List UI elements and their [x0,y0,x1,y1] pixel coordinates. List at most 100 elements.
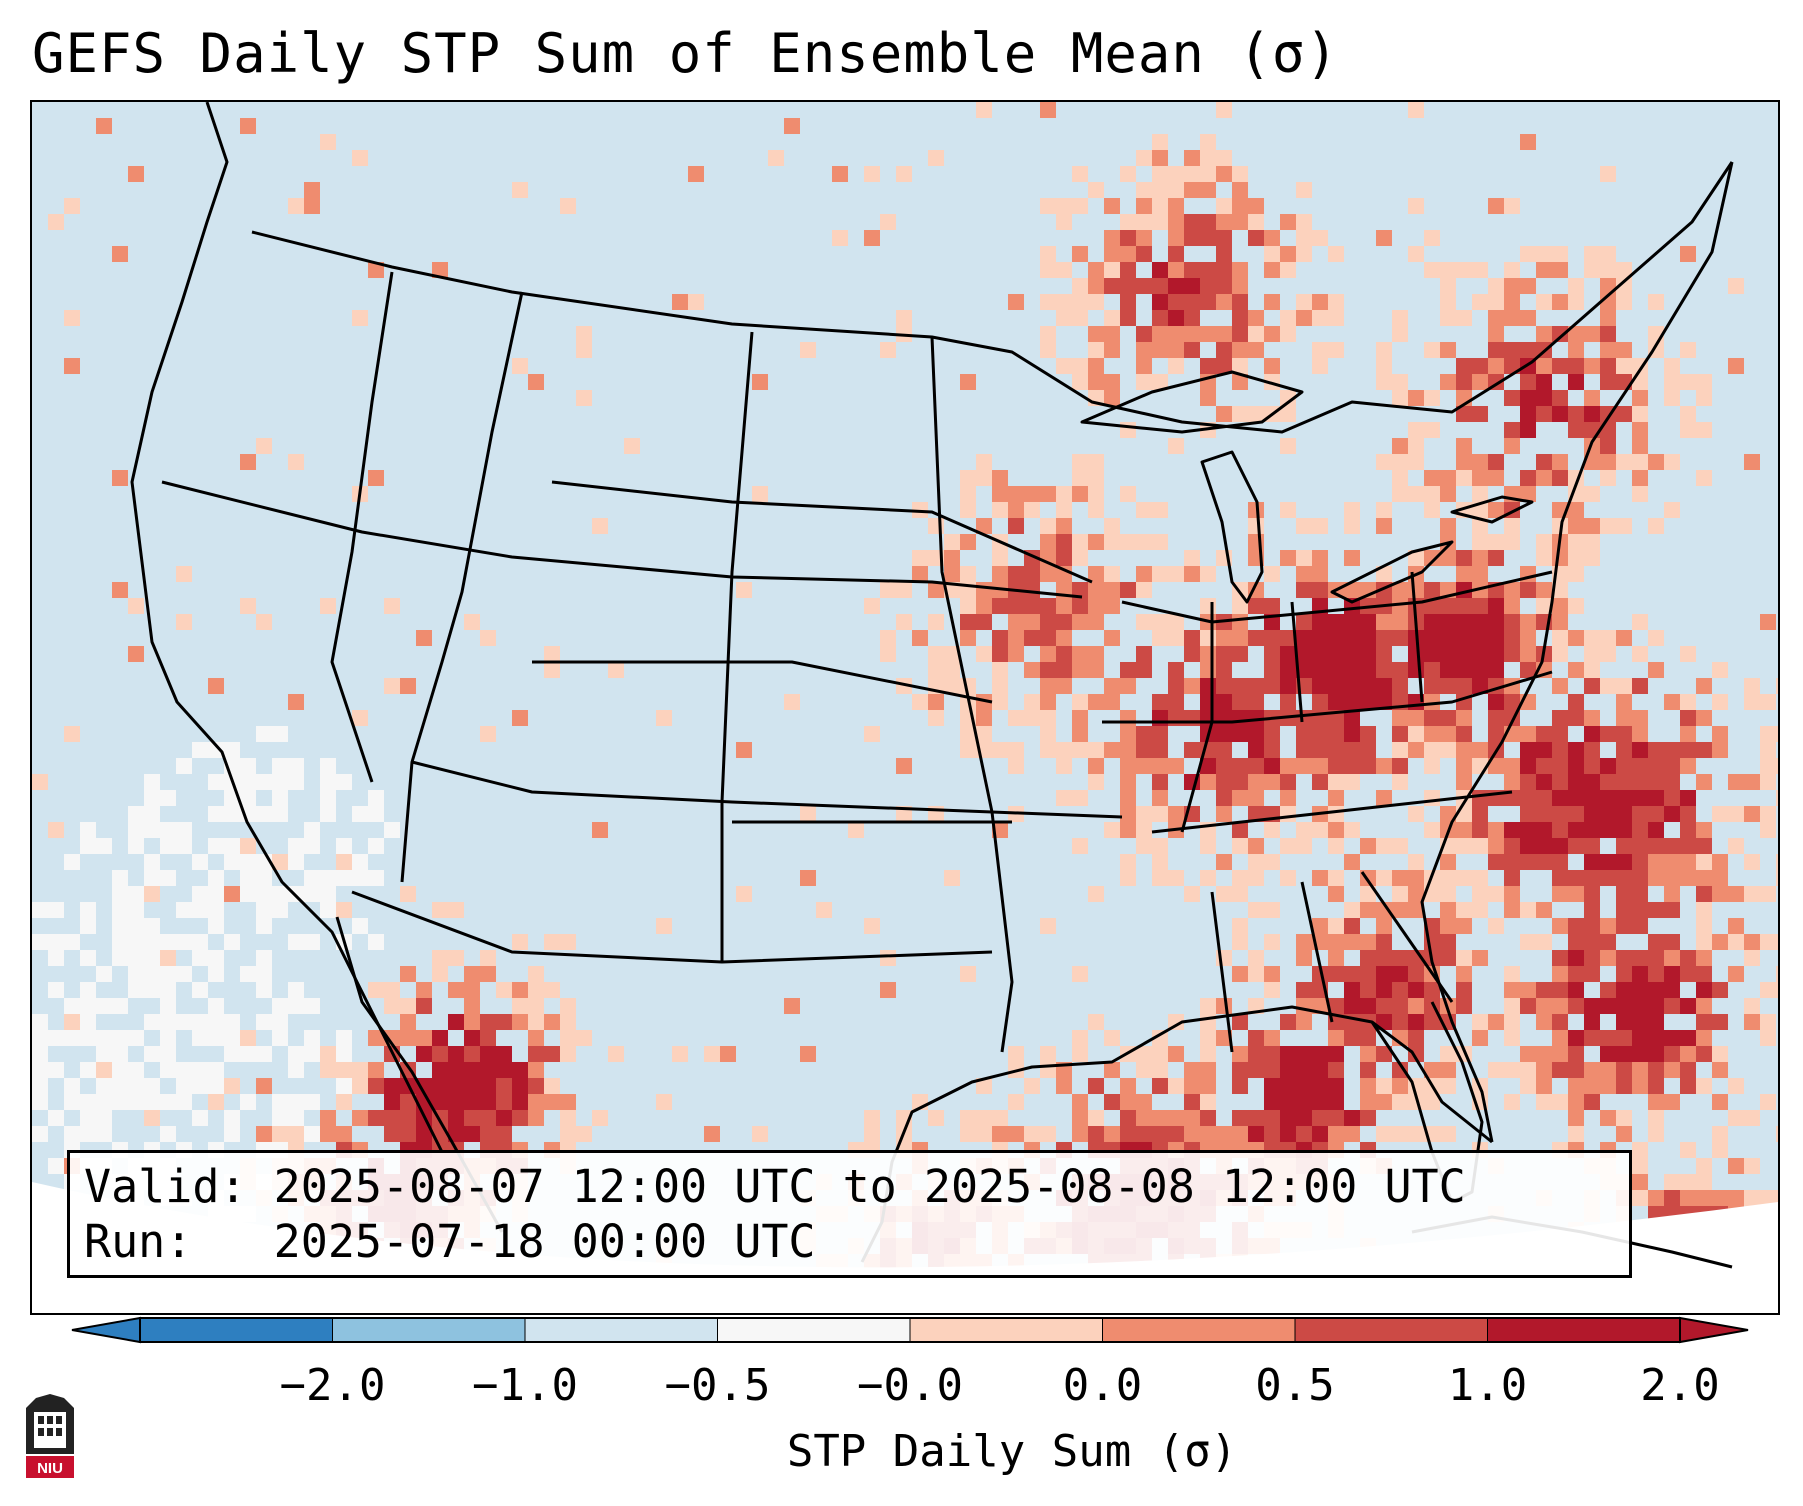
anomaly-cell [1552,806,1568,822]
anomaly-cell [1296,1126,1312,1142]
anomaly-cell [1088,326,1104,342]
anomaly-cell [1424,630,1440,646]
anomaly-cell [1360,902,1376,918]
anomaly-cell [576,1030,592,1046]
anomaly-cell [1152,198,1168,214]
anomaly-cell [208,902,224,918]
anomaly-cell [192,934,208,950]
anomaly-cell [1232,342,1248,358]
anomaly-cell [1280,678,1296,694]
anomaly-cell [1216,854,1232,870]
anomaly-cell [1216,198,1232,214]
anomaly-cell [1376,518,1392,534]
anomaly-cell [1040,918,1056,934]
anomaly-cell [1568,326,1584,342]
anomaly-cell [1072,470,1088,486]
anomaly-cell [1536,934,1552,950]
anomaly-cell [144,822,160,838]
anomaly-cell [1392,374,1408,390]
anomaly-cell [448,1014,464,1030]
anomaly-cell [1152,166,1168,182]
anomaly-cell [1424,1062,1440,1078]
anomaly-cell [976,614,992,630]
anomaly-cell [1488,710,1504,726]
anomaly-cell [1088,262,1104,278]
anomaly-cell [1072,1094,1088,1110]
anomaly-cell [1104,678,1120,694]
anomaly-cell [1296,758,1312,774]
anomaly-cell [368,1110,384,1126]
east-coastline [1420,161,1734,1143]
anomaly-cell [1568,630,1584,646]
anomaly-cell [1712,1014,1728,1030]
anomaly-cell [1616,918,1632,934]
anomaly-cell [1456,710,1472,726]
anomaly-cell [1680,806,1696,822]
anomaly-cell [400,678,416,694]
anomaly-cell [1648,934,1664,950]
anomaly-cell [320,870,336,886]
anomaly-cell [1072,1046,1088,1062]
anomaly-cell [1376,502,1392,518]
anomaly-cell [1440,950,1456,966]
anomaly-cell [1440,806,1456,822]
anomaly-cell [208,966,224,982]
anomaly-cell [1328,630,1344,646]
anomaly-cell [128,1062,144,1078]
anomaly-cell [1232,1078,1248,1094]
anomaly-cell [48,902,64,918]
niu-logo: NIU [22,1394,78,1480]
anomaly-cell [1040,294,1056,310]
anomaly-cell [944,678,960,694]
anomaly-cell [1648,790,1664,806]
anomaly-cell [304,870,320,886]
anomaly-cell [1344,678,1360,694]
anomaly-cell [1296,214,1312,230]
anomaly-cell [1632,454,1648,470]
anomaly-cell [1696,710,1712,726]
anomaly-cell [1456,822,1472,838]
anomaly-cell [1536,854,1552,870]
anomaly-cell [1264,662,1280,678]
anomaly-cell [1408,1046,1424,1062]
anomaly-cell [1536,326,1552,342]
anomaly-cell [944,550,960,566]
anomaly-cell [1536,358,1552,374]
anomaly-cell [1536,838,1552,854]
anomaly-cell [1488,854,1504,870]
anomaly-cell [1008,742,1024,758]
anomaly-cell [848,822,864,838]
anomaly-cell [1168,1110,1184,1126]
anomaly-cell [1696,886,1712,902]
anomaly-cell [1744,950,1760,966]
anomaly-cell [1360,982,1376,998]
anomaly-cell [1776,758,1778,774]
anomaly-cell [1248,406,1264,422]
anomaly-cell [1184,1094,1200,1110]
anomaly-cell [1520,854,1536,870]
anomaly-cell [1456,726,1472,742]
anomaly-cell [1664,774,1680,790]
anomaly-cell [1552,630,1568,646]
anomaly-cell [1328,886,1344,902]
anomaly-cell [1024,614,1040,630]
anomaly-cell [192,1078,208,1094]
anomaly-cell [1536,998,1552,1014]
anomaly-cell [1152,262,1168,278]
anomaly-cell [1664,854,1680,870]
anomaly-cell [1424,486,1440,502]
anomaly-cell [1648,518,1664,534]
anomaly-cell [1296,310,1312,326]
anomaly-cell [1616,294,1632,310]
anomaly-cell [1040,1046,1056,1062]
anomaly-cell [1248,790,1264,806]
anomaly-cell [128,918,144,934]
anomaly-cell [1728,774,1744,790]
anomaly-cell [1152,534,1168,550]
anomaly-cell [256,806,272,822]
anomaly-cell [368,470,384,486]
anomaly-cell [256,1126,272,1142]
anomaly-cell [1680,1190,1696,1206]
anomaly-cell [1488,326,1504,342]
anomaly-cell [144,1110,160,1126]
